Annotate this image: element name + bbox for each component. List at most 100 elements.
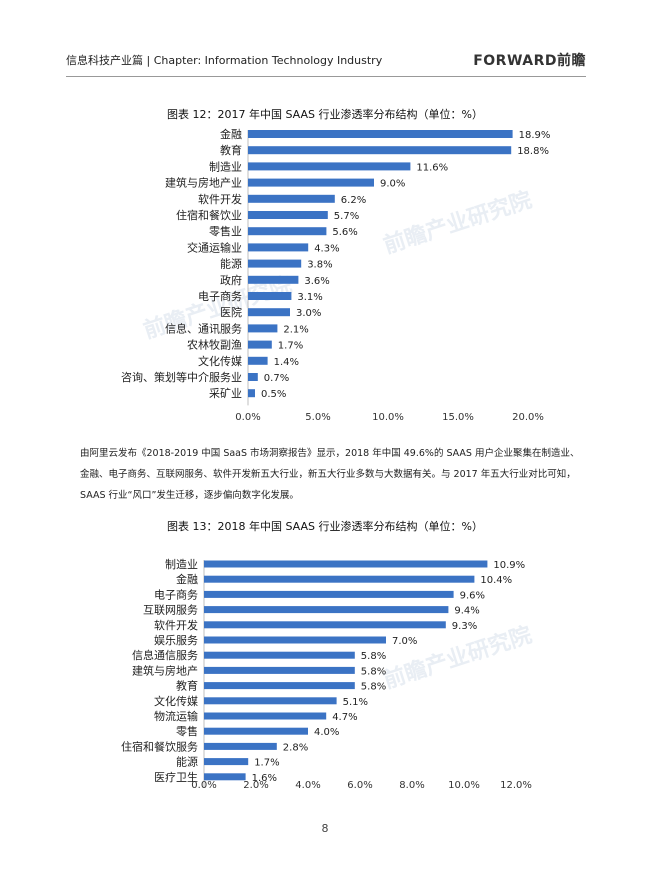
bar [204,773,246,781]
x-tick-label: 5.0% [305,412,330,423]
bar [204,758,249,766]
data-label: 5.6% [332,227,357,238]
category-label: 采矿业 [209,387,242,400]
x-tick-label: 15.0% [442,412,474,423]
category-label: 医院 [220,305,242,319]
bar [248,194,335,203]
x-tick-label: 10.0% [372,412,404,423]
bar [248,227,327,236]
brand-logo: FORWARD前瞻 [473,53,586,69]
bar [248,308,290,317]
data-label: 4.0% [314,727,339,738]
data-label: 5.8% [361,682,386,693]
category-label: 教育 [176,679,198,693]
bar [204,575,475,583]
category-label: 制造业 [165,557,198,571]
bar [248,340,272,349]
body-paragraph: 由阿里云发布《2018-2019 中国 SaaS 市场洞察报告》显示，2018 … [80,448,580,501]
bar [204,590,454,598]
category-label: 文化传媒 [154,694,198,708]
data-label: 5.1% [343,697,368,708]
data-label: 4.3% [314,243,339,254]
category-label: 互联网服务 [143,604,198,617]
data-label: 0.5% [261,389,286,400]
data-label: 5.8% [361,651,386,662]
bar [204,742,277,750]
data-label: 2.8% [283,742,308,753]
data-label: 10.4% [480,575,512,586]
category-label: 咨询、策划等中介服务业 [121,370,242,384]
data-label: 9.0% [380,179,405,190]
data-label: 4.7% [332,712,357,723]
data-label: 1.4% [274,357,299,368]
category-label: 能源 [220,257,242,271]
x-tick-label: 6.0% [347,780,372,791]
bar [204,560,488,568]
category-label: 软件开发 [198,192,242,206]
header-divider [66,76,586,77]
page-number: 8 [321,822,329,835]
category-label: 金融 [176,572,198,586]
data-label: 9.4% [454,606,479,617]
bar [204,697,337,705]
chart-13-title: 图表 13：2018 年中国 SAAS 行业渗透率分布结构（单位：%） [167,520,483,533]
bar [248,243,309,252]
bar [248,324,278,333]
data-label: 5.7% [334,211,359,222]
chart-13: 制造业 10.9% 金融 10.4% 电子商务 9.6% 互联网服务 9.4% 软件开发 9.3%… [121,557,532,791]
data-label: 3.8% [307,260,332,271]
x-tick-label: 20.0% [512,412,544,423]
x-tick-label: 2.0% [243,780,268,791]
data-label: 6.2% [341,195,366,206]
bar [204,606,449,614]
category-label: 制造业 [209,159,242,173]
category-label: 政府 [220,273,242,287]
category-label: 零售业 [209,224,242,238]
bar [248,356,268,365]
bar [248,146,512,155]
category-label: 农林牧副渔 [187,338,242,352]
bar [248,389,255,398]
x-tick-label: 10.0% [448,780,480,791]
category-label: 交通运输业 [187,240,242,254]
data-label: 1.7% [278,341,303,352]
category-label: 娱乐服务 [154,633,198,647]
bar [204,727,308,735]
bar [248,275,299,284]
chart-12: 金融 18.9% 教育 18.8% 制造业 11.6% 建筑与房地产业 9.0% 软件开发 6.2… [121,128,550,423]
data-label: 0.7% [264,373,289,384]
category-label: 文化传媒 [198,354,242,368]
category-label: 住宿和餐饮业 [176,208,242,222]
bar [248,130,513,138]
category-label: 信息、通讯服务 [165,321,242,335]
bar [248,211,328,219]
data-label: 9.6% [460,590,485,601]
bar [248,292,292,300]
category-label: 建筑与房地产业 [165,176,242,190]
page-header: 信息科技产业篇 | Chapter: Information Technolog… [66,50,586,70]
category-label: 能源 [176,755,198,769]
category-label: 零售 [176,724,198,738]
category-label: 电子商务 [154,587,198,601]
bar [204,651,355,659]
data-label: 3.0% [296,308,321,319]
chart-12-title: 图表 12：2017 年中国 SAAS 行业渗透率分布结构（单位：%） [167,108,483,121]
x-tick-label: 0.0% [235,412,260,423]
bar [248,162,411,171]
x-tick-label: 8.0% [399,780,424,791]
x-tick-label: 0.0% [191,780,216,791]
data-label: 1.6% [252,773,277,784]
bar [204,666,355,674]
category-label: 教育 [220,143,242,157]
bar [248,373,258,381]
data-label: 7.0% [392,636,417,647]
category-label: 住宿和餐饮服务 [121,739,198,753]
category-label: 信息通信服务 [132,648,198,662]
bar [204,621,446,629]
data-label: 10.9% [493,560,525,571]
data-label: 3.6% [304,276,329,287]
x-tick-label: 4.0% [295,780,320,791]
category-label: 电子商务 [198,289,242,303]
category-label: 物流运输 [154,709,198,723]
bar [204,636,386,644]
